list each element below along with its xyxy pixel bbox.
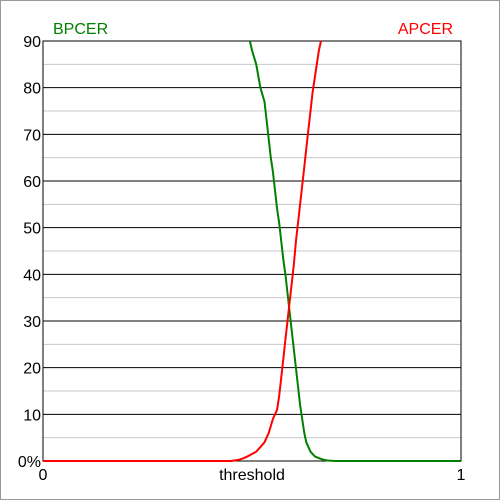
y-tick-label: 0% [18, 454, 41, 471]
y-tick-label: 80 [23, 81, 41, 98]
y-tick-label: 60 [23, 174, 41, 191]
y-tick-label: 20 [23, 361, 41, 378]
x-axis-label: threshold [219, 467, 285, 484]
y-tick-label: 40 [23, 267, 41, 284]
series-line-bpcer [248, 40, 461, 462]
x-tick-label: 1 [457, 467, 466, 484]
y-tick-label: 90 [23, 34, 41, 51]
series-line-apcer [43, 40, 322, 462]
plot-area-border [42, 40, 462, 462]
y-tick-label: 30 [23, 314, 41, 331]
legend-label-bpcer: BPCER [53, 21, 108, 38]
y-tick-label: 50 [23, 221, 41, 238]
y-tick-label: 10 [23, 407, 41, 424]
x-tick-label: 0 [39, 467, 48, 484]
y-tick-label: 70 [23, 127, 41, 144]
legend-label-apcer: APCER [398, 21, 453, 38]
